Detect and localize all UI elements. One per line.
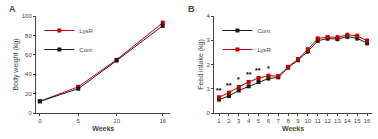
svg-text:5: 5 xyxy=(77,118,81,124)
svg-text:5: 5 xyxy=(257,118,261,124)
svg-text:1: 1 xyxy=(217,118,221,124)
svg-text:3: 3 xyxy=(207,37,211,43)
svg-text:2: 2 xyxy=(207,62,211,68)
svg-text:10: 10 xyxy=(304,118,311,124)
svg-text:Cont: Cont xyxy=(79,47,92,53)
svg-text:4: 4 xyxy=(247,118,251,124)
svg-text:2: 2 xyxy=(227,118,231,124)
svg-text:*: * xyxy=(237,76,240,83)
svg-text:15: 15 xyxy=(354,118,361,124)
svg-text:Cont: Cont xyxy=(257,28,270,34)
svg-text:14: 14 xyxy=(344,118,351,124)
svg-text:A: A xyxy=(9,4,16,14)
svg-text:LysR: LysR xyxy=(257,47,271,53)
svg-text:0: 0 xyxy=(207,110,211,116)
svg-text:20: 20 xyxy=(25,91,32,97)
svg-text:100: 100 xyxy=(22,13,33,19)
svg-text:16: 16 xyxy=(159,118,166,124)
svg-text:Body weight (kg): Body weight (kg) xyxy=(12,38,20,90)
svg-text:**: ** xyxy=(216,87,222,94)
svg-text:8: 8 xyxy=(286,118,290,124)
svg-text:13: 13 xyxy=(334,118,341,124)
svg-text:10: 10 xyxy=(113,118,120,124)
svg-text:**: ** xyxy=(255,67,261,74)
svg-text:9: 9 xyxy=(296,118,300,124)
svg-text:16: 16 xyxy=(364,118,371,124)
svg-text:**: ** xyxy=(226,82,232,89)
svg-text:Weeks: Weeks xyxy=(282,125,304,132)
svg-text:LysR: LysR xyxy=(79,28,93,34)
svg-text:6: 6 xyxy=(267,118,271,124)
svg-text:40: 40 xyxy=(25,71,32,77)
svg-text:4: 4 xyxy=(207,13,211,19)
svg-text:Weeks: Weeks xyxy=(92,125,114,132)
svg-text:3: 3 xyxy=(237,118,241,124)
svg-text:1: 1 xyxy=(207,86,211,92)
svg-text:**: ** xyxy=(246,71,252,78)
svg-text:7: 7 xyxy=(277,118,281,124)
svg-text:80: 80 xyxy=(25,33,32,39)
svg-text:60: 60 xyxy=(25,52,32,58)
svg-text:B: B xyxy=(188,4,195,14)
svg-text:*: * xyxy=(267,65,270,72)
svg-text:0: 0 xyxy=(38,118,42,124)
svg-text:0: 0 xyxy=(28,110,32,116)
svg-text:12: 12 xyxy=(324,118,331,124)
svg-text:11: 11 xyxy=(315,118,322,124)
svg-text:Feed intake (kg): Feed intake (kg) xyxy=(197,39,205,90)
